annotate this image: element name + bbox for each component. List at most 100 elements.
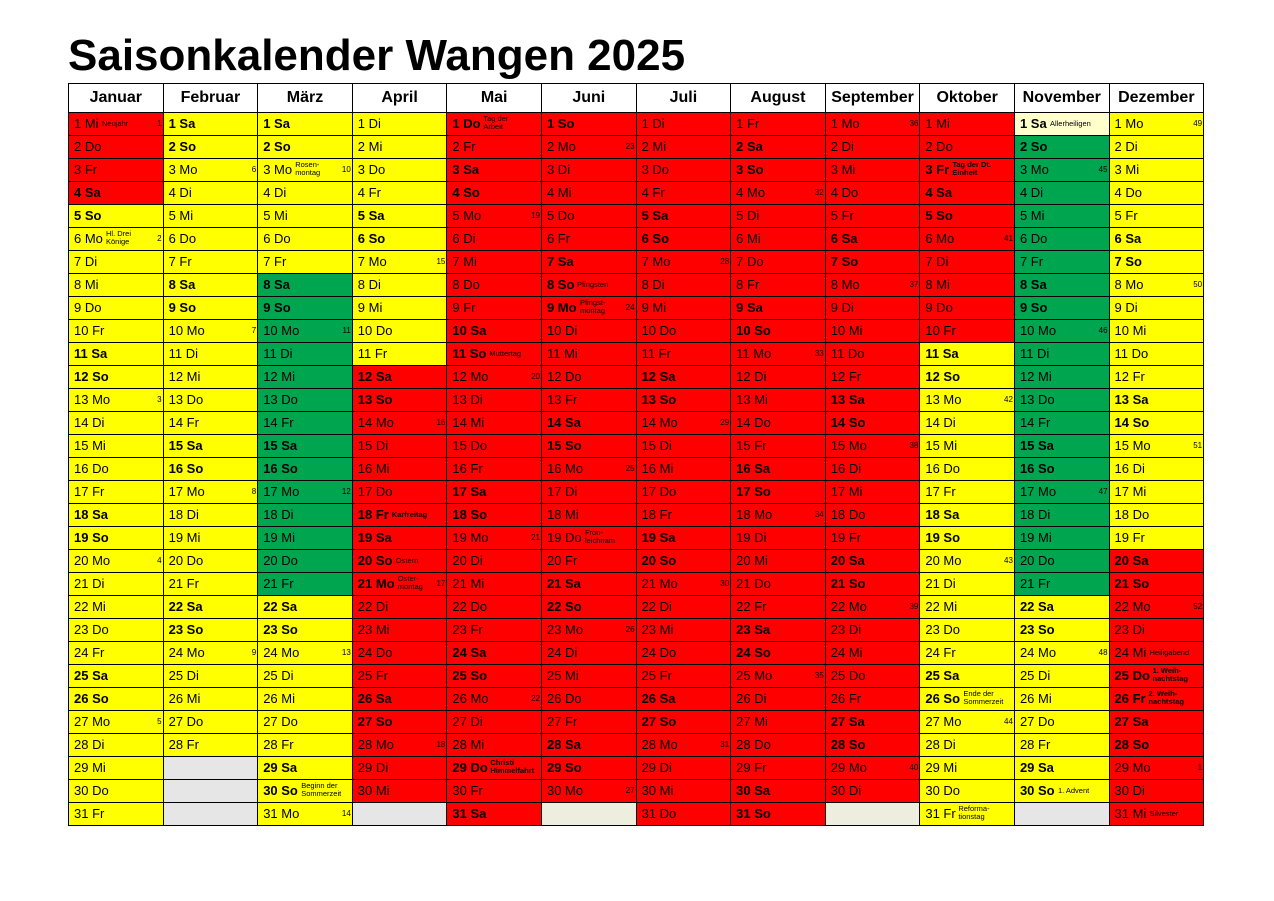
day-label: 3 So [736,162,764,177]
day-label: 29 Di [641,760,672,775]
day-cell: 22 So [540,595,637,619]
day-cell: 27 Do [257,710,353,734]
day-cell: 26 Di [730,687,826,711]
day-cell: 12 Mo 20 [446,365,542,389]
day-cell: 26 Mi [162,687,259,711]
day-cell: 10 Di [540,319,637,343]
day-label: 8 Do [452,277,480,292]
day-label: 12 Sa [641,369,676,384]
day-cell: 7 Mi [446,250,542,274]
week-number: 24 [625,303,635,312]
day-label: 29 Sa [263,760,298,775]
week-number: 37 [909,280,919,289]
day-label: 14 Mi [452,415,485,430]
day-cell: 2 Sa [730,135,826,159]
day-cell: 9 Mi [351,296,448,320]
day-label: 3 Mo [263,162,293,177]
day-cell: 4 So [446,181,542,205]
day-cell: 28 Fr [162,733,259,757]
day-label: 6 Mo [74,231,103,246]
day-cell: 11 Sa [919,342,1015,366]
day-label: 17 Do [641,484,677,499]
day-cell: 20 Di [446,549,542,573]
day-cell: 5 Mo 19 [446,204,542,228]
holiday-note: Fron- leichnam [584,528,615,545]
day-cell: 16 Mi [635,457,732,481]
day-label: 10 Mo [1019,323,1057,338]
day-cell: 8 Di [351,273,448,297]
day-cell: 5 So [68,204,164,228]
day-row: 25 Sa 25 Di 25 Di 25 Fr 25 So 25 Mi 25 Fr 25 Mo… [68,664,1205,688]
day-cell: 18 Do [1108,503,1205,527]
week-number: 26 [625,625,635,634]
day-cell: 13 Do [1013,388,1110,412]
day-label: 29 Fr [736,760,767,775]
day-label: 22 Sa [263,599,298,614]
day-cell: 31 Mo 14 [257,802,353,826]
day-label: 16 Sa [736,461,771,476]
day-label: 15 Mi [925,438,958,453]
day-label: 5 Di [736,208,760,223]
day-cell: 30 Sa [730,779,826,803]
week-number: 10 [341,165,351,174]
day-label: 11 Mi [546,346,578,361]
day-row: 27 Mo 5 27 Do 27 Do 27 So 27 Di 27 Fr 27 So 27 M… [68,710,1205,734]
day-label: 23 Mi [357,622,390,637]
day-label: 28 Di [74,737,105,752]
month-header: Mai [446,83,542,113]
day-row: 11 Sa 11 Di 11 Di 11 Fr 11 So Muttertag 11 Mi 1… [68,342,1205,366]
week-number: 25 [625,464,635,473]
day-row: 22 Mi 22 Sa 22 Sa 22 Di 22 Do 22 So 22 Di 22 Fr… [68,595,1205,619]
day-cell: 29 Di [635,756,732,780]
holiday-note: Allerheiligen [1049,119,1091,128]
day-label: 28 Fr [1019,737,1051,752]
week-number: 38 [909,441,919,450]
day-cell: 10 Mo 7 [162,319,259,343]
day-row: 5 So 5 Mi 5 Mi 5 Sa 5 Mo 19 5 Do 5 Sa 5 Di 5 Fr 5 … [68,204,1205,228]
day-row: 29 Mi 29 Sa 29 Di 29 Do Christi Himmelfahrt 2… [68,756,1205,780]
day-cell: 14 Sa [540,411,637,435]
day-label: 15 Mi [74,438,106,453]
week-number: 21 [531,533,540,542]
day-cell: 9 Do [919,296,1015,320]
day-cell: 13 Sa [1108,388,1205,412]
day-cell: 6 Do [257,227,353,251]
day-label: 12 Mi [1019,369,1052,384]
day-row: 19 So 19 Mi 19 Mi 19 Sa 19 Mo 21 19 Do Fron- le… [68,526,1205,550]
day-label: 11 Sa [925,346,959,361]
week-number: 28 [720,257,730,266]
day-label: 6 Do [1019,231,1048,246]
day-cell: 13 Mo 42 [919,388,1015,412]
holiday-note: Heiligabend [1149,648,1190,657]
day-label: 4 Di [168,185,192,200]
day-cell: 31 Fr [68,802,164,826]
day-label: 18 Sa [925,507,960,522]
day-cell: 19 Fr [824,526,921,550]
day-label: 29 Mo [1114,760,1151,775]
day-label: 23 Fr [452,622,483,637]
day-cell: 28 Fr [1013,733,1110,757]
day-label: 31 Fr [925,806,956,821]
day-label: 10 Fr [925,323,956,338]
day-cell: 4 Fr [635,181,732,205]
day-label: 12 Fr [1114,369,1145,384]
day-label: 2 So [263,139,291,154]
day-cell: 10 Do [351,319,448,343]
day-cell: 1 Sa [257,112,353,136]
day-label: 5 So [925,208,953,223]
day-label: 28 Mi [452,737,485,752]
day-label: 14 Fr [168,415,199,430]
day-label: 3 Mi [1114,162,1140,177]
day-label: 20 Sa [1114,553,1149,568]
day-cell: 8 Mo 37 [824,273,921,297]
day-cell: 15 Mi [919,434,1015,458]
day-label: 2 Fr [452,139,476,154]
day-label: 14 Di [925,415,956,430]
day-cell: 7 Do [730,250,826,274]
day-row: 10 Fr 10 Mo 7 10 Mo 11 10 Do 10 Sa 10 Di 10 Do 10… [68,319,1205,343]
day-label: 8 Sa [168,277,196,292]
day-cell: 15 Mo 51 [1108,434,1205,458]
day-cell: 3 Di [540,158,637,182]
day-cell: 21 Mo Oster- montag 17 [351,572,448,596]
day-cell: 28 So [824,733,921,757]
